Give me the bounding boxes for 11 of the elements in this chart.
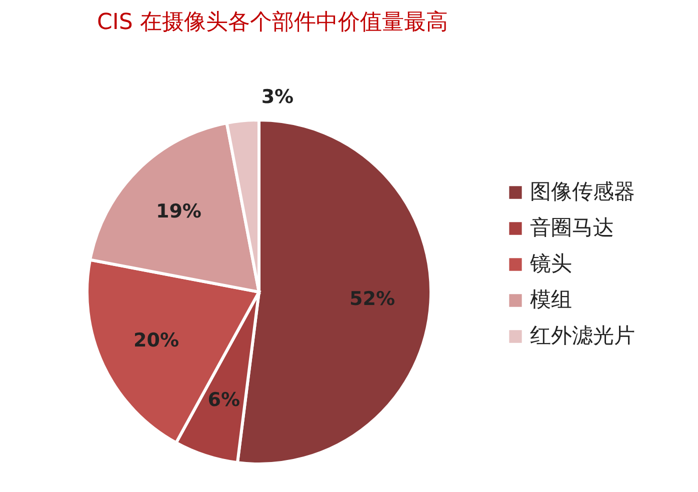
legend-label: 模组: [530, 288, 572, 312]
data-label: 19%: [156, 200, 202, 223]
legend-label: 音圈马达: [530, 216, 614, 240]
data-label: 20%: [134, 329, 180, 352]
data-label: 6%: [208, 388, 240, 411]
data-label: 3%: [261, 86, 294, 108]
legend-label: 镜头: [529, 252, 572, 276]
legend-label: 图像传感器: [530, 180, 635, 204]
legend-label: 红外滤光片: [530, 324, 635, 348]
data-label: 52%: [350, 288, 396, 310]
chart-title: CIS 在摄像头各个部件中价值量最高: [97, 10, 448, 35]
